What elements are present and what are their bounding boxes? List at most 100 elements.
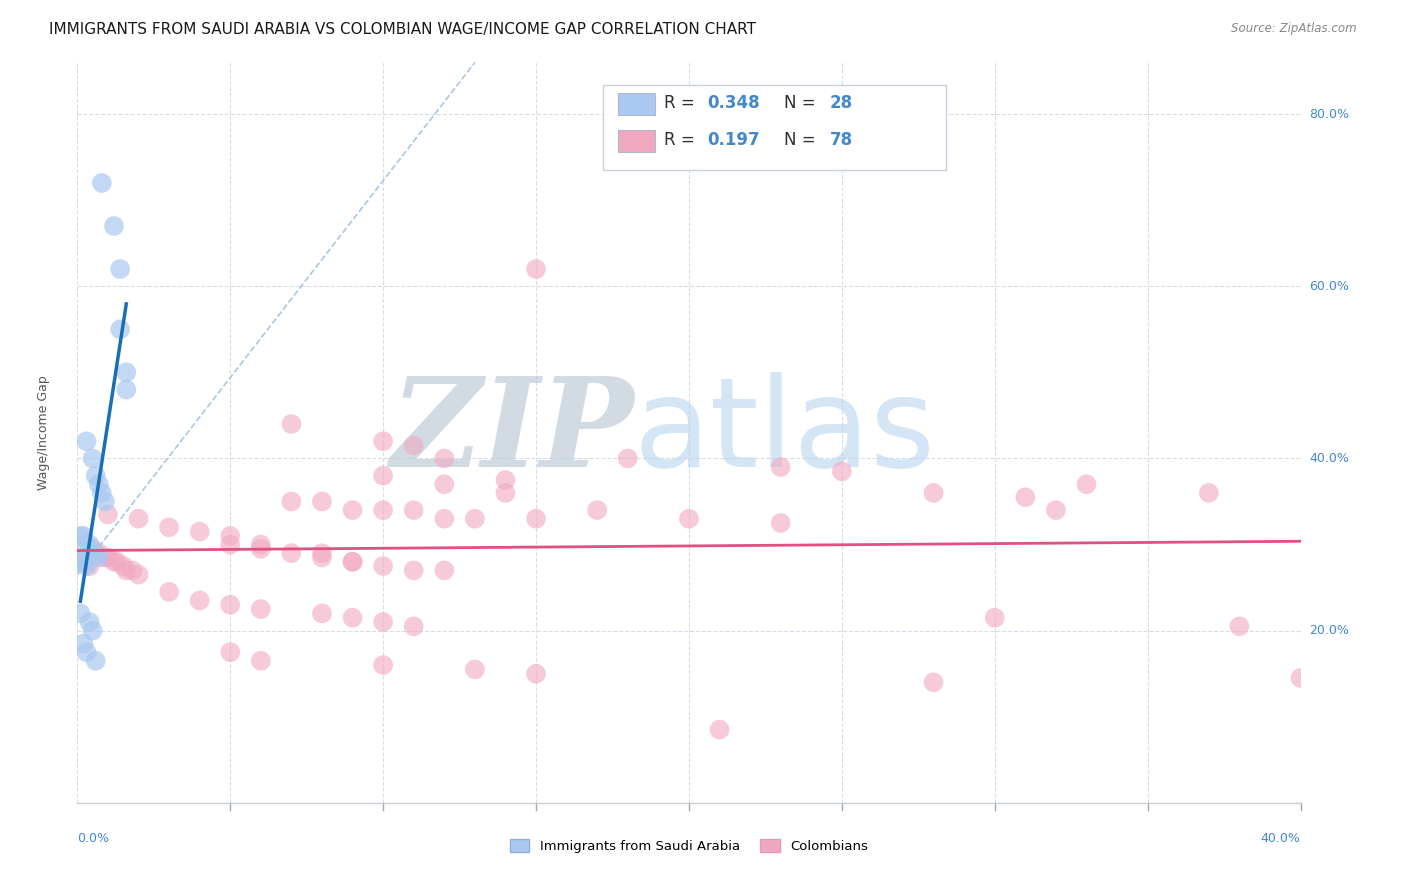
Point bbox=[769, 516, 792, 530]
Text: ZIP: ZIP bbox=[389, 372, 634, 493]
Point bbox=[97, 550, 120, 565]
Point bbox=[76, 645, 98, 659]
Point bbox=[371, 503, 394, 517]
Text: 28: 28 bbox=[830, 95, 852, 112]
Point bbox=[922, 486, 945, 500]
Point bbox=[97, 508, 120, 522]
Point bbox=[769, 460, 792, 475]
Point bbox=[219, 598, 242, 612]
Point bbox=[76, 555, 98, 569]
Text: 20.0%: 20.0% bbox=[1309, 624, 1348, 637]
Point bbox=[433, 477, 456, 491]
Point bbox=[108, 322, 131, 336]
Point bbox=[464, 512, 486, 526]
Point bbox=[108, 262, 131, 277]
Point bbox=[219, 537, 242, 551]
Point bbox=[311, 607, 333, 621]
Point bbox=[984, 610, 1007, 624]
Point bbox=[90, 176, 112, 190]
Point bbox=[82, 451, 104, 466]
Point bbox=[103, 219, 125, 233]
Point bbox=[115, 383, 138, 397]
Point bbox=[433, 563, 456, 577]
Point bbox=[1014, 490, 1036, 504]
Point bbox=[219, 529, 242, 543]
Point bbox=[402, 619, 425, 633]
Point bbox=[524, 512, 547, 526]
Legend: Immigrants from Saudi Arabia, Colombians: Immigrants from Saudi Arabia, Colombians bbox=[505, 833, 873, 858]
Point bbox=[1289, 671, 1312, 685]
Point bbox=[105, 555, 128, 569]
Point bbox=[82, 541, 104, 556]
Point bbox=[250, 537, 273, 551]
Point bbox=[617, 451, 640, 466]
Point bbox=[115, 365, 138, 379]
Point bbox=[371, 468, 394, 483]
Point bbox=[115, 563, 138, 577]
Point bbox=[250, 654, 273, 668]
Point bbox=[72, 529, 94, 543]
Point bbox=[188, 593, 211, 607]
Point bbox=[82, 546, 104, 560]
Point bbox=[94, 494, 117, 508]
Point bbox=[311, 546, 333, 560]
Point bbox=[84, 654, 107, 668]
Point bbox=[1076, 477, 1098, 491]
Point bbox=[72, 555, 94, 569]
Point bbox=[280, 546, 302, 560]
Text: 0.348: 0.348 bbox=[707, 95, 759, 112]
FancyBboxPatch shape bbox=[603, 85, 946, 169]
Point bbox=[87, 550, 110, 565]
Point bbox=[495, 486, 517, 500]
Point bbox=[188, 524, 211, 539]
Point bbox=[90, 486, 112, 500]
Text: Source: ZipAtlas.com: Source: ZipAtlas.com bbox=[1232, 22, 1357, 36]
Point bbox=[87, 477, 110, 491]
Point bbox=[76, 559, 98, 574]
Point bbox=[1045, 503, 1067, 517]
Point bbox=[87, 546, 110, 560]
Point bbox=[371, 658, 394, 673]
Point bbox=[94, 550, 117, 565]
Point bbox=[121, 563, 143, 577]
Point bbox=[342, 503, 364, 517]
Point bbox=[586, 503, 609, 517]
Text: N =: N = bbox=[785, 95, 821, 112]
Point bbox=[69, 607, 91, 621]
Point bbox=[402, 503, 425, 517]
Text: R =: R = bbox=[665, 95, 700, 112]
Point bbox=[371, 559, 394, 574]
Point bbox=[79, 615, 101, 629]
Text: IMMIGRANTS FROM SAUDI ARABIA VS COLOMBIAN WAGE/INCOME GAP CORRELATION CHART: IMMIGRANTS FROM SAUDI ARABIA VS COLOMBIA… bbox=[49, 22, 756, 37]
Point bbox=[250, 602, 273, 616]
Point bbox=[1198, 486, 1220, 500]
Point bbox=[371, 434, 394, 449]
Point bbox=[678, 512, 700, 526]
Point bbox=[402, 438, 425, 452]
Point bbox=[464, 662, 486, 676]
Point bbox=[82, 624, 104, 638]
Text: 40.0%: 40.0% bbox=[1309, 452, 1348, 465]
Point bbox=[524, 666, 547, 681]
Point bbox=[76, 434, 98, 449]
Point bbox=[524, 262, 547, 277]
Point bbox=[219, 645, 242, 659]
Point bbox=[402, 563, 425, 577]
Point bbox=[79, 537, 101, 551]
Point bbox=[311, 494, 333, 508]
Point bbox=[311, 550, 333, 565]
Point bbox=[157, 585, 180, 599]
Bar bbox=[619, 93, 655, 115]
Point bbox=[84, 546, 107, 560]
Point bbox=[433, 512, 456, 526]
Point bbox=[112, 559, 135, 574]
Point bbox=[127, 512, 149, 526]
Text: 0.197: 0.197 bbox=[707, 131, 759, 149]
Point bbox=[342, 555, 364, 569]
Point bbox=[709, 723, 731, 737]
Text: 60.0%: 60.0% bbox=[1309, 280, 1348, 293]
Bar bbox=[619, 130, 655, 152]
Text: Wage/Income Gap: Wage/Income Gap bbox=[37, 376, 49, 490]
Point bbox=[250, 541, 273, 556]
Point bbox=[84, 468, 107, 483]
